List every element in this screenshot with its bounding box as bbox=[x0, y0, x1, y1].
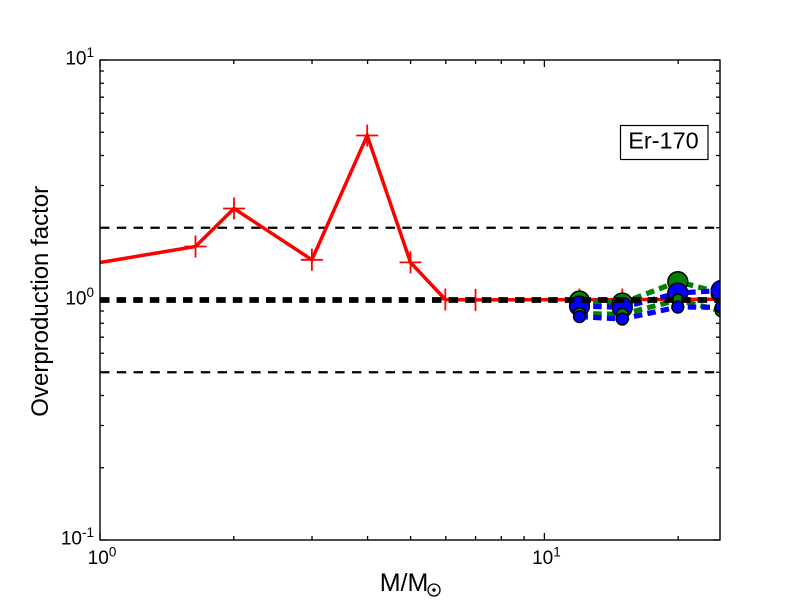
svg-text:101: 101 bbox=[65, 45, 94, 70]
svg-text:Overproduction factor: Overproduction factor bbox=[27, 186, 54, 417]
svg-text:M/M: M/M bbox=[380, 569, 429, 597]
svg-text:Er-170: Er-170 bbox=[628, 128, 699, 154]
